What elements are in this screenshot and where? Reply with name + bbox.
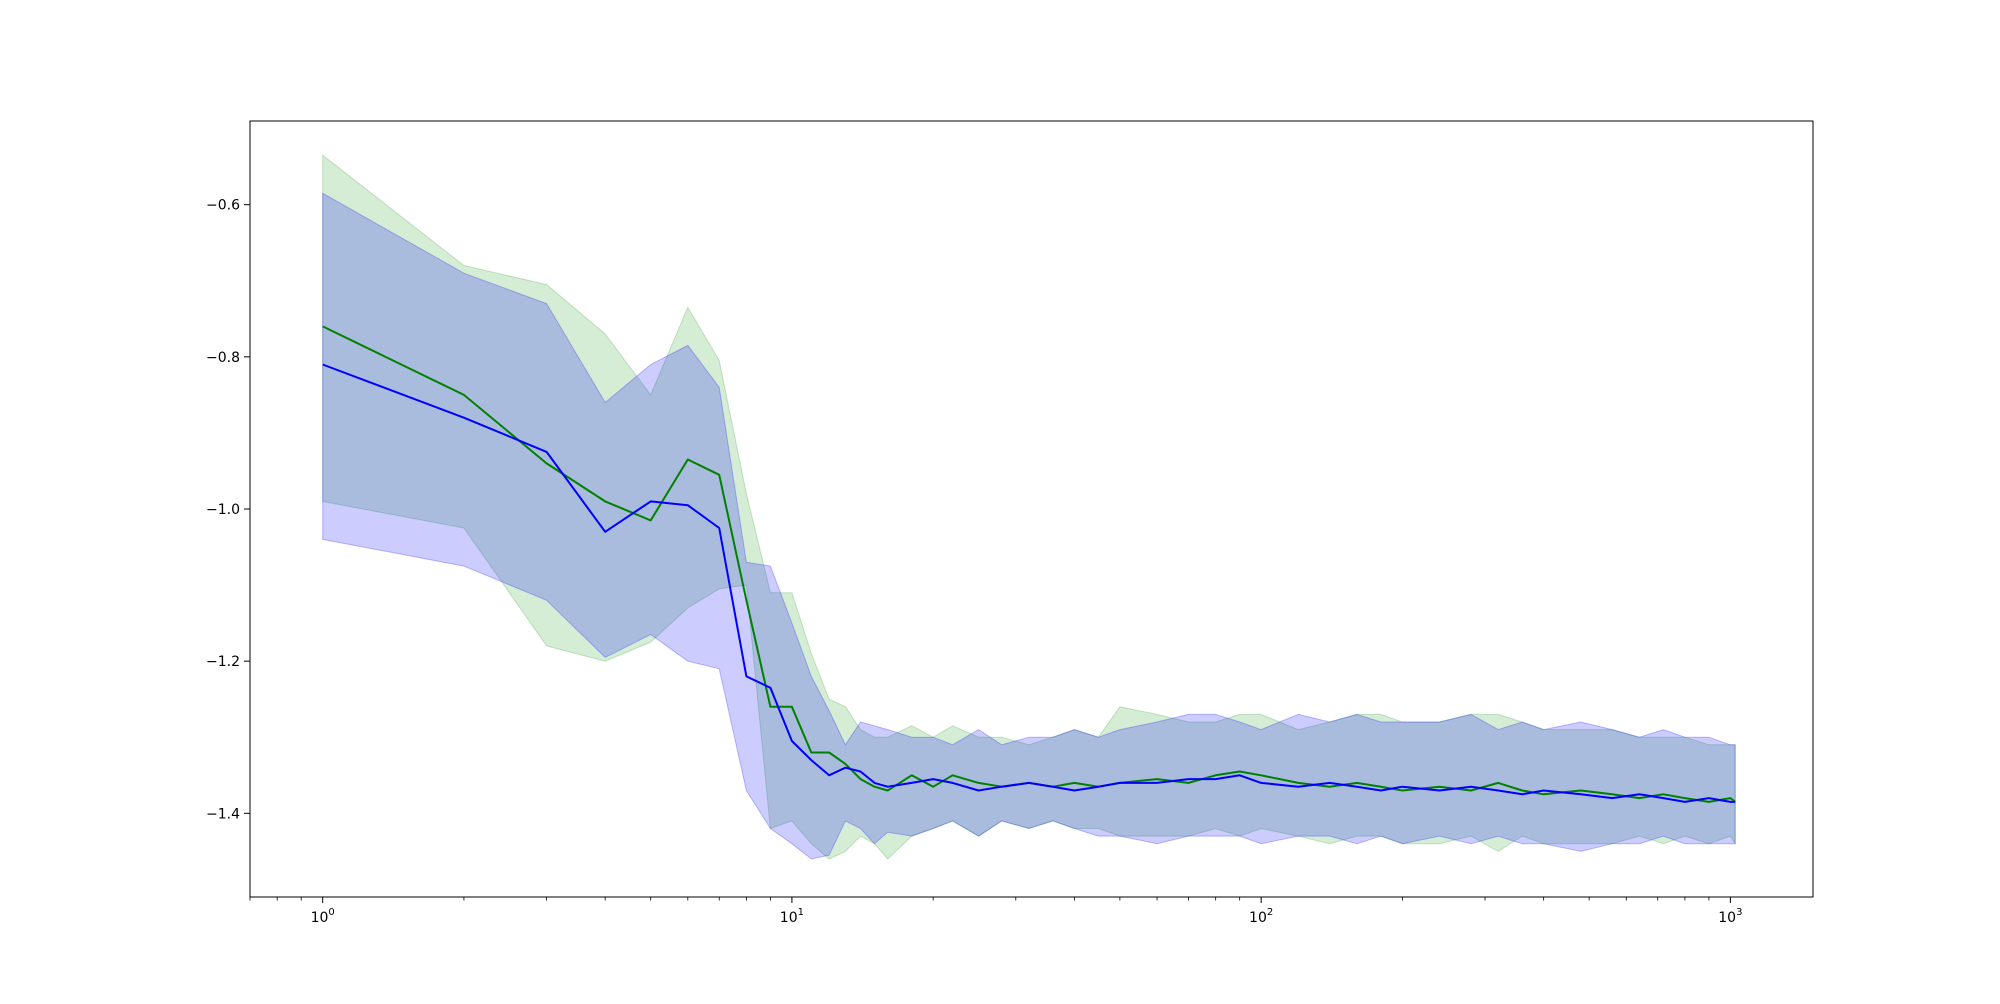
x-tick-label: 101 [780, 907, 804, 926]
series-lines [322, 325, 1736, 803]
x-axis: 100 101 102 103 [249, 897, 1742, 926]
x-tick-label: 103 [1718, 907, 1742, 926]
series-0-band [322, 154, 1736, 860]
x-tick-label: 100 [311, 907, 335, 926]
y-tick-label: −0.6 [206, 198, 240, 214]
y-tick-label: −1.0 [206, 502, 240, 518]
y-tick-label: −1.4 [206, 806, 240, 822]
y-tick-label: −0.8 [206, 350, 240, 366]
confidence-bands [322, 154, 1736, 860]
y-axis: −0.6 −0.8 −1.0 −1.2 −1.4 [206, 198, 250, 822]
y-tick-label: −1.2 [206, 654, 240, 670]
x-tick-label: 102 [1249, 907, 1273, 926]
series-1-band [322, 192, 1736, 860]
series-1-line [322, 363, 1736, 803]
